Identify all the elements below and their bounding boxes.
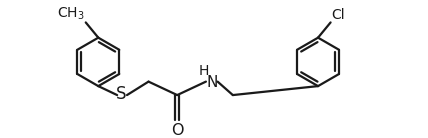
Text: CH$_3$: CH$_3$ — [57, 5, 85, 22]
Text: S: S — [116, 85, 127, 103]
Text: N: N — [207, 75, 218, 90]
Text: O: O — [171, 123, 184, 138]
Text: Cl: Cl — [332, 8, 345, 22]
Text: H: H — [199, 64, 209, 78]
